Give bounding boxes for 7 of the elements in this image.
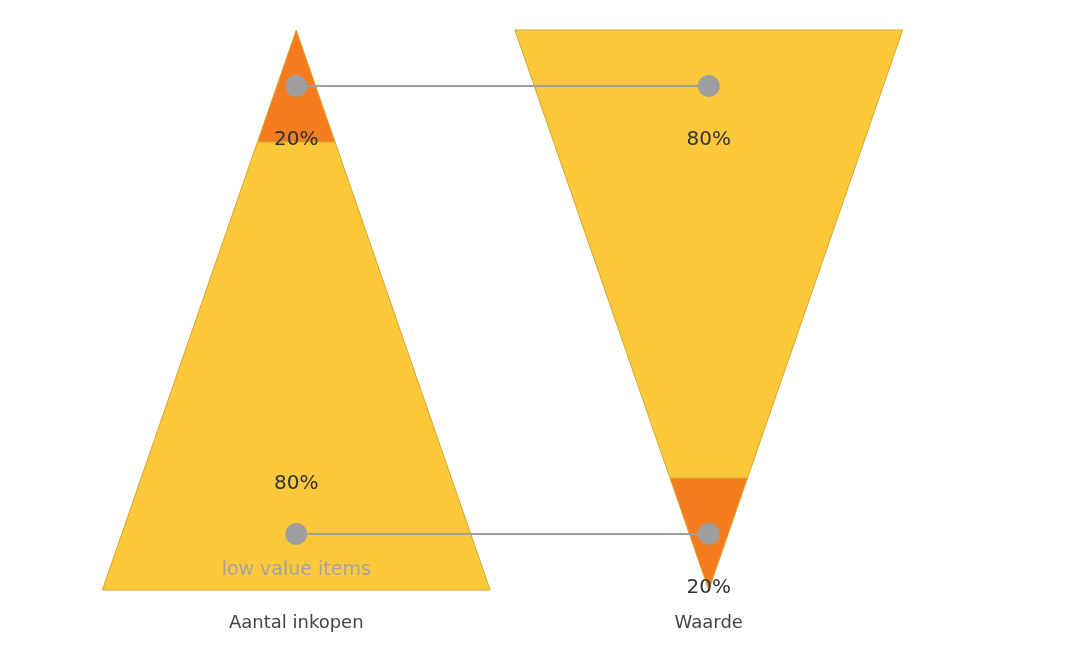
data-label: 80% — [686, 126, 731, 150]
data-label: 80% — [274, 470, 319, 494]
text: low value items — [221, 557, 371, 579]
category-label: Aantal inkopen — [228, 610, 364, 632]
category-label: Waarde — [674, 610, 743, 632]
data-label: 20% — [274, 126, 319, 150]
data-label: 20% — [686, 574, 731, 598]
